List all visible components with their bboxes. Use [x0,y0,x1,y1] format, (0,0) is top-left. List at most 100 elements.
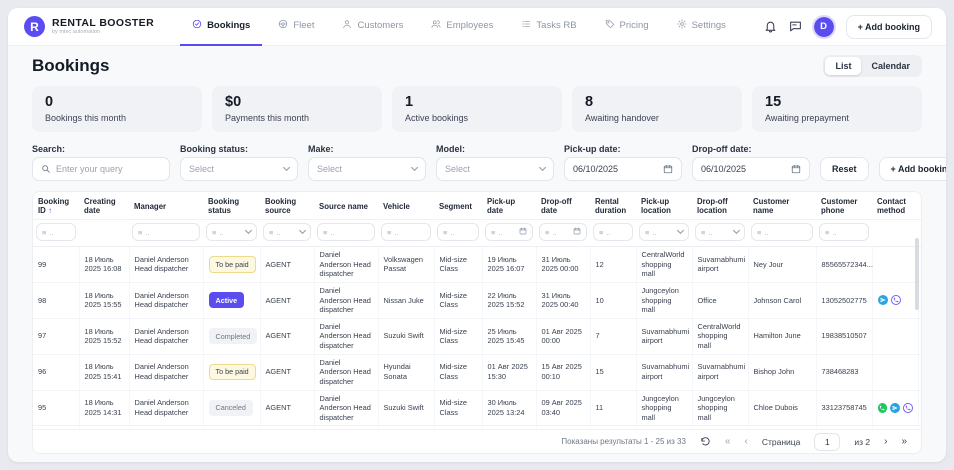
column-filter-pickup_date[interactable]: ≡.. [482,219,536,247]
page-of-label: из 2 [854,436,871,447]
column-filter-input-manager[interactable]: ≡.. [132,223,200,241]
column-filter-phone[interactable]: ≡.. [816,219,872,247]
column-header-segment[interactable]: Segment [434,192,482,220]
user-avatar[interactable]: D [811,14,836,39]
column-header-manager[interactable]: Manager [129,192,203,220]
column-filter-dropoff_date[interactable]: ≡.. [536,219,590,247]
dropoff-date-input[interactable] [701,164,786,174]
vertical-scrollbar[interactable] [915,238,919,310]
cell-total: 165 [918,425,921,429]
column-filter-source[interactable]: ≡.. [260,219,314,247]
first-page-icon[interactable]: « [724,435,731,447]
column-header-pickup_location[interactable]: Pick-up location [636,192,692,220]
column-filter-input-status[interactable]: ≡.. [206,223,257,241]
column-header-pickup_date[interactable]: Pick-up date [482,192,536,220]
calendar-icon [519,227,527,237]
column-filter-input-dropoff_date[interactable]: ≡.. [539,223,587,241]
column-header-source[interactable]: Booking source [260,192,314,220]
column-filter-input-dropoff_location[interactable]: ≡.. [695,223,745,241]
table-row-booking-94[interactable]: 9418 Июль 2025 12:29Daniel Anderson Head… [33,425,921,429]
column-header-duration[interactable]: Rental duration [590,192,636,220]
cell-status: To be paid [203,354,261,391]
viber-icon[interactable] [890,295,901,306]
notifications-bell-icon[interactable] [764,20,777,33]
table-row-booking-97[interactable]: 97 18 Июль 2025 15:52 Daniel Anderson Head… [33,318,921,355]
model-select[interactable]: Select [436,157,554,181]
nav-item-tasks-rb[interactable]: Tasks RB [509,8,588,46]
brand-logo[interactable]: R RENTAL BOOSTER by mtec automation [24,16,154,37]
column-filter-duration[interactable]: ≡.. [590,219,636,247]
nav-item-customers[interactable]: Customers [330,8,415,46]
column-filter-input-duration[interactable]: ≡.. [593,223,633,241]
cell-duration: 7 [590,318,637,355]
booking-status-select[interactable]: Select [180,157,298,181]
column-filter-status[interactable]: ≡.. [203,219,260,247]
column-filter-input-segment[interactable]: ≡.. [437,223,479,241]
last-page-icon[interactable]: » [901,435,907,447]
table-row-booking-95[interactable]: 95 18 Июль 2025 14:31 Daniel Anderson Head… [33,390,921,427]
page-number-input[interactable] [814,432,841,451]
column-filter-input-pickup_location[interactable]: ≡.. [639,223,689,241]
refresh-icon[interactable] [700,436,711,447]
column-header-created[interactable]: Creating date [79,192,129,220]
table-row-booking-96[interactable]: 96 18 Июль 2025 15:41 Daniel Anderson Head… [33,354,921,391]
column-filter-dropoff_location[interactable]: ≡.. [692,219,748,247]
column-filter-vehicle[interactable]: ≡.. [378,219,434,247]
messages-chat-icon[interactable] [789,20,802,33]
column-filter-input-phone[interactable]: ≡.. [819,223,869,241]
add-booking-button-filters[interactable]: + Add booking [878,157,946,181]
column-header-status[interactable]: Booking status [203,192,260,220]
column-header-phone[interactable]: Customer phone [816,192,872,220]
column-filter-contact [872,219,918,247]
add-booking-button-topbar[interactable]: + Add booking [845,14,932,39]
calendar-icon[interactable] [791,164,801,174]
cell-dropoff_date: 30 Июль 2025 04:10 [536,425,591,429]
column-filter-input-customer[interactable]: ≡.. [751,223,813,241]
column-header-vehicle[interactable]: Vehicle [378,192,434,220]
whatsapp-icon[interactable] [877,402,888,413]
column-header-source_name[interactable]: Source name [314,192,378,220]
nav-item-pricing[interactable]: Pricing [593,8,661,46]
column-header-dropoff_location[interactable]: Drop-off location [692,192,748,220]
calendar-icon[interactable] [663,164,673,174]
prev-page-icon[interactable]: ‹ [744,435,748,447]
column-filter-input-vehicle[interactable]: ≡.. [381,223,431,241]
column-filter-source_name[interactable]: ≡.. [314,219,378,247]
column-filter-id[interactable]: ≡.. [33,219,79,247]
nav-item-fleet[interactable]: Fleet [266,8,326,46]
column-filter-customer[interactable]: ≡.. [748,219,816,247]
viber-icon[interactable] [902,402,913,413]
table-row-booking-99[interactable]: 99 18 Июль 2025 16:08 Daniel Anderson Head… [33,246,921,283]
column-filter-input-pickup_date[interactable]: ≡.. [485,223,533,241]
column-header-total[interactable]: Total, $ [918,192,921,220]
column-filter-manager[interactable]: ≡.. [129,219,203,247]
column-header-id[interactable]: Booking ID ↑ [33,192,79,220]
column-filter-total[interactable]: ≡.. [918,219,921,247]
cell-dropoff_location: Suvarnabhumi airport [692,354,749,391]
pickup-date-input[interactable] [573,164,658,174]
nav-item-settings[interactable]: Settings [665,8,738,46]
search-input[interactable] [56,164,161,174]
column-filter-input-source[interactable]: ≡.. [263,223,311,241]
status-badge: To be paid [208,363,256,381]
model-label: Model: [436,144,465,154]
telegram-icon[interactable] [877,295,888,306]
view-toggle-calendar[interactable]: Calendar [871,61,910,71]
sort-ascending-icon[interactable]: ↑ [45,206,53,215]
column-header-dropoff_date[interactable]: Drop-off date [536,192,590,220]
reset-button[interactable]: Reset [820,157,869,181]
make-select[interactable]: Select [308,157,426,181]
column-header-customer[interactable]: Customer name [748,192,816,220]
next-page-icon[interactable]: › [884,435,888,447]
nav-item-bookings[interactable]: Bookings [180,8,263,46]
column-header-contact[interactable]: Contact method [872,192,918,220]
telegram-icon[interactable] [890,402,900,413]
view-toggle-list[interactable]: List [825,57,862,75]
column-filter-input-source_name[interactable]: ≡.. [317,223,375,241]
column-filter-segment[interactable]: ≡.. [434,219,482,247]
table-row-booking-98[interactable]: 98 18 Июль 2025 15:55 Daniel Anderson Head… [33,282,921,319]
column-filter-input-id[interactable]: ≡.. [36,223,76,241]
cell-vehicle: Hyundai Sonata [378,354,435,391]
nav-item-employees[interactable]: Employees [419,8,505,46]
column-filter-pickup_location[interactable]: ≡.. [636,219,692,247]
